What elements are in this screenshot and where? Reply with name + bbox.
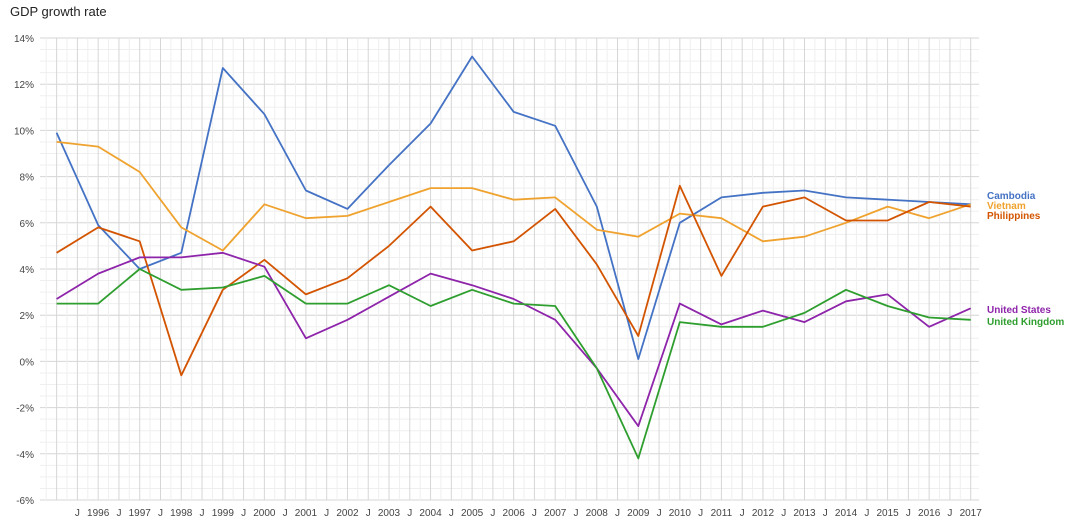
y-tick-label: 10%: [14, 126, 34, 137]
x-tick-label: J: [158, 508, 163, 519]
x-tick-label: 2011: [711, 508, 733, 519]
series-line-cambodia: [55, 55, 971, 361]
series-line-vietnam: [56, 141, 971, 252]
legend-label-philippines: Philippines: [987, 211, 1041, 222]
x-tick-label: J: [573, 508, 578, 519]
y-tick-label: 0%: [20, 357, 35, 368]
x-tick-label: J: [116, 508, 121, 519]
x-tick-label: 2001: [295, 508, 318, 519]
x-tick-label: J: [490, 508, 495, 519]
x-tick-label: 2007: [544, 508, 567, 519]
x-tick-label: J: [75, 508, 80, 519]
x-tick-label: 1997: [129, 508, 152, 519]
legend-label-vietnam: Vietnam: [987, 201, 1026, 212]
x-tick-label: 2004: [419, 508, 442, 519]
series-line-united-kingdom: [56, 268, 971, 460]
x-tick-label: J: [366, 508, 371, 519]
x-tick-label: J: [906, 508, 911, 519]
x-tick-label: 2012: [752, 508, 775, 519]
x-tick-label: 2015: [876, 508, 899, 519]
x-tick-label: 2008: [586, 508, 609, 519]
x-tick-label: 1996: [87, 508, 110, 519]
y-tick-label: -2%: [16, 404, 34, 415]
y-tick-label: 6%: [20, 219, 35, 230]
x-tick-label: 2016: [918, 508, 941, 519]
y-tick-label: 8%: [20, 173, 35, 184]
x-tick-label: J: [449, 508, 454, 519]
x-tick-label: J: [698, 508, 703, 519]
x-tick-label: 2003: [378, 508, 401, 519]
x-tick-label: J: [324, 508, 329, 519]
y-tick-label: -6%: [16, 496, 34, 507]
x-tick-label: J: [947, 508, 952, 519]
x-tick-label: 2000: [253, 508, 276, 519]
x-tick-label: 2005: [461, 508, 484, 519]
x-tick-label: 2006: [503, 508, 526, 519]
x-tick-label: 1998: [170, 508, 193, 519]
x-tick-label: J: [532, 508, 537, 519]
x-tick-label: J: [200, 508, 205, 519]
x-tick-label: J: [241, 508, 246, 519]
x-tick-label: J: [740, 508, 745, 519]
x-tick-label: 2013: [793, 508, 816, 519]
chart-title: GDP growth rate: [10, 4, 107, 19]
x-tick-label: 2014: [835, 508, 858, 519]
legend-label-united-states: United States: [987, 305, 1051, 316]
x-tick-label: J: [407, 508, 412, 519]
x-tick-label: J: [823, 508, 828, 519]
x-tick-label: 1999: [212, 508, 235, 519]
legend-label-united-kingdom: United Kingdom: [987, 317, 1064, 328]
y-tick-label: 4%: [20, 265, 35, 276]
x-tick-label: J: [283, 508, 288, 519]
x-tick-label: J: [864, 508, 869, 519]
y-tick-label: 12%: [14, 80, 34, 91]
x-tick-label: 2017: [960, 508, 983, 519]
y-tick-label: 14%: [14, 34, 34, 45]
x-tick-label: 2010: [669, 508, 692, 519]
x-tick-label: 2002: [336, 508, 359, 519]
y-tick-label: 2%: [20, 311, 35, 322]
legend-label-cambodia: Cambodia: [987, 191, 1036, 202]
x-tick-label: J: [657, 508, 662, 519]
x-tick-label: J: [781, 508, 786, 519]
series-line-philippines: [56, 184, 971, 377]
series-line-united-states: [56, 251, 972, 428]
x-tick-label: 2009: [627, 508, 650, 519]
x-tick-label: J: [615, 508, 620, 519]
y-tick-label: -4%: [16, 450, 34, 461]
